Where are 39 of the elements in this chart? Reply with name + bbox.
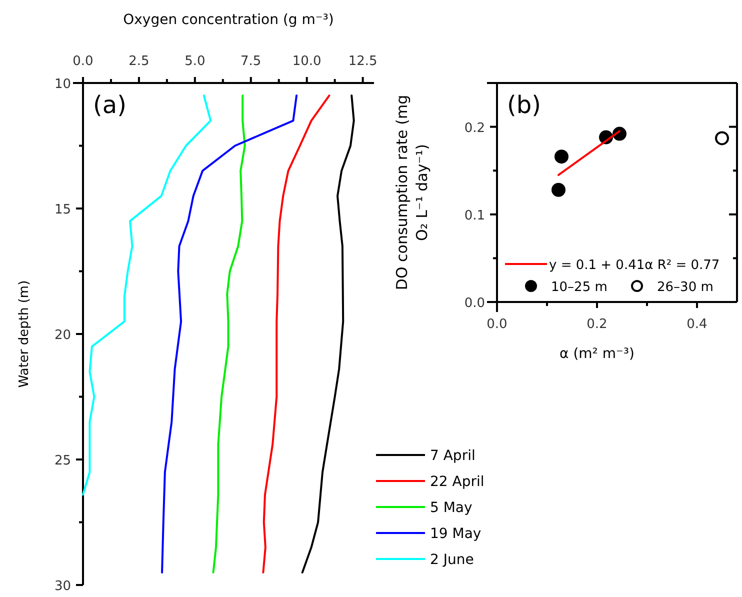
legend-label: y = 0.1 + 0.41α R² = 0.77: [549, 258, 720, 273]
x-axis-title: α (m² m⁻³): [560, 346, 634, 362]
legend-label: 5 May: [430, 500, 472, 516]
legend-label: 2 June: [430, 552, 474, 568]
y-tick-label: 25: [54, 454, 71, 468]
y-tick-label: 30: [54, 579, 71, 594]
legend-label: 26–30 m: [657, 280, 714, 295]
legend-label: 10–25 m: [551, 280, 608, 295]
legend-label: 7 April: [430, 448, 476, 464]
annotation: (a): [93, 91, 126, 119]
x-tick-label: 7.5: [240, 54, 262, 69]
line-series: [161, 94, 298, 574]
legend-label: 19 May: [430, 526, 482, 542]
annotation: (b): [507, 91, 541, 119]
x-tick-label: 12.5: [348, 54, 378, 69]
y-tick-label: 20: [54, 328, 71, 343]
y-tick-label: 10: [54, 77, 71, 92]
x-tick-label: 5.0: [184, 54, 206, 69]
legend-label: 22 April: [430, 474, 484, 490]
line-series: [82, 94, 212, 496]
point: [552, 182, 566, 197]
x-tick-label: 10.0: [292, 54, 322, 69]
x-axis-title: Oxygen concentration (g m⁻³): [123, 12, 334, 28]
y-tick-label: 0.1: [464, 208, 485, 224]
line-series: [262, 94, 330, 574]
y-tick-label: 0.2: [464, 120, 485, 136]
x-tick-label: 0.2: [586, 317, 608, 332]
y-tick-label: 0.0: [464, 296, 485, 311]
x-tick-label: 0.4: [686, 317, 708, 332]
x-tick-label: 2.5: [128, 54, 150, 69]
point: [715, 131, 729, 146]
y-axis-title: Water depth (m): [17, 280, 32, 388]
y-axis-title: DO consumption rate (mg O₂ L⁻¹ day⁻¹): [393, 94, 431, 290]
x-tick-label: 0.0: [72, 54, 94, 69]
point: [554, 150, 568, 164]
y-tick-label: 15: [54, 202, 71, 218]
line-series: [212, 94, 246, 574]
line-series: [301, 94, 355, 574]
x-tick-label: 0.0: [486, 317, 508, 332]
